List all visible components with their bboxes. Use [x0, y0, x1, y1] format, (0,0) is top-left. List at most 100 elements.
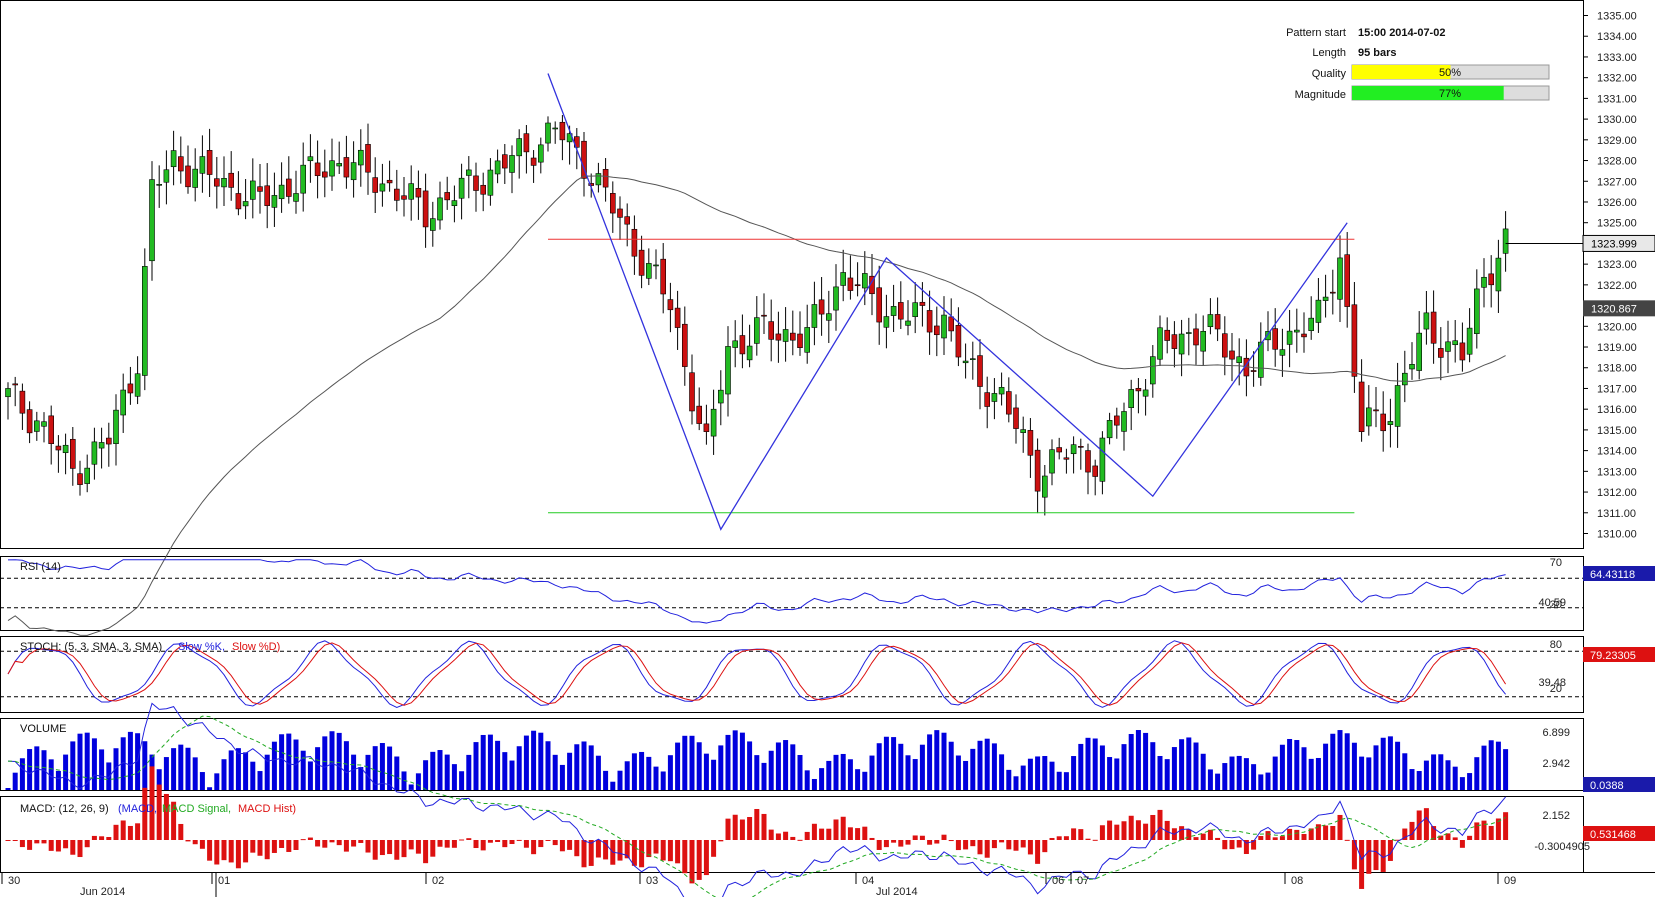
volume-bar: [826, 760, 832, 790]
volume-bar: [1330, 733, 1336, 790]
volume-bar: [99, 749, 105, 790]
volume-bar: [883, 736, 889, 790]
volume-bar: [5, 788, 11, 790]
macd-hist-bar: [667, 840, 673, 862]
volume-bar: [423, 760, 429, 790]
macd-hist-bar: [502, 840, 508, 848]
bull-candle: [645, 263, 652, 279]
volume-bar: [761, 762, 767, 790]
macd-hist-bar: [178, 823, 184, 840]
current-price-tag: 1323.999: [1591, 238, 1637, 250]
bear-candle: [1063, 457, 1070, 460]
volume-pane[interactable]: [5, 730, 1509, 790]
macd-tick-2: -0.3004905: [1534, 841, 1590, 853]
bull-candle: [242, 201, 249, 207]
bear-candle: [257, 186, 263, 192]
macd-hist-bar: [127, 825, 133, 840]
macd-hist-bar: [1330, 826, 1336, 840]
macd-hist-bar: [487, 840, 493, 843]
pattern-zigzag: [547, 73, 1348, 531]
volume-bar: [156, 769, 162, 790]
bear-candle: [1085, 450, 1091, 473]
macd-hist-bar: [459, 839, 465, 841]
stoch-label: STOCH: (5, 3, SMA, 3, SMA): [20, 641, 162, 653]
macd-hist-bar: [1251, 840, 1257, 850]
volume-bar: [1135, 730, 1141, 790]
rsi-pane[interactable]: [0, 559, 1583, 624]
volume-bar: [329, 731, 335, 790]
volume-bar: [257, 771, 263, 790]
macd-hist-bar: [624, 840, 630, 859]
macd-hist-bar: [1071, 828, 1077, 840]
macd-hist-bar: [559, 840, 565, 852]
macd-hist-bar: [595, 840, 601, 858]
macd-hist-bar: [1121, 821, 1127, 840]
volume-bar: [1157, 756, 1163, 790]
macd-hist-bar: [984, 840, 990, 858]
volume-bar: [1042, 756, 1048, 790]
macd-hist-bar: [379, 840, 385, 856]
bull-candle: [1308, 317, 1314, 331]
bull-candle: [5, 388, 11, 398]
bear-candle: [444, 192, 451, 201]
volume-bar: [365, 754, 371, 790]
macd-hist-bar: [480, 840, 486, 851]
volume-bar: [610, 781, 616, 790]
bear-candle: [926, 310, 933, 333]
bull-candle: [357, 149, 364, 166]
bull-candle: [1265, 331, 1271, 341]
bull-candle: [905, 320, 911, 326]
macd-hist-bar: [185, 840, 191, 842]
macd-pane[interactable]: [5, 702, 1509, 897]
macd-hist-bar: [1359, 840, 1365, 889]
bull-candle: [753, 317, 760, 344]
volume-bar: [538, 732, 544, 790]
volume-bar: [689, 735, 695, 790]
price-tick-label: 1313.00: [1597, 466, 1637, 478]
volume-bar: [833, 754, 839, 790]
bull-candle: [113, 409, 119, 444]
pattern-length-value: 95 bars: [1358, 47, 1397, 59]
macd-signal-line: [7, 715, 1506, 897]
price-pane[interactable]: 1335.00 1334.00 1333.00 1332.00 1331.00 1330.…: [5, 11, 1655, 636]
bull-candle: [293, 193, 299, 202]
month-label: Jun 2014: [80, 886, 125, 897]
macd-hist-bar: [142, 787, 148, 840]
macd-hist-bar: [1207, 829, 1213, 840]
bear-candle: [235, 193, 242, 210]
macd-hist-bar: [927, 840, 933, 845]
bear-candle: [1301, 333, 1307, 338]
bull-candle: [221, 178, 227, 188]
price-tick-label: 1328.00: [1597, 156, 1637, 168]
price-tick-label: 1326.00: [1597, 197, 1637, 209]
macd-hist-bar: [1294, 829, 1300, 840]
macd-hist-bar: [747, 816, 753, 840]
volume-bar: [1308, 758, 1314, 790]
bull-candle: [991, 393, 998, 402]
stoch-pane[interactable]: [0, 640, 1583, 708]
volume-bar: [394, 756, 400, 790]
volume-bar: [286, 733, 292, 790]
volume-label: VOLUME: [20, 723, 66, 735]
volume-bar: [775, 742, 781, 790]
macd-hist-bar: [495, 840, 501, 842]
volume-bar: [509, 760, 515, 790]
volume-bar: [523, 735, 529, 790]
bull-candle: [1452, 340, 1458, 346]
bull-candle: [1178, 333, 1185, 355]
volume-bar: [379, 743, 385, 790]
bull-candle: [804, 327, 811, 353]
bull-candle: [487, 169, 494, 196]
bear-candle: [667, 299, 674, 311]
macd-hist-bar: [567, 840, 573, 850]
macd-hist-bar: [1063, 836, 1069, 840]
volume-bar: [934, 730, 940, 790]
bull-candle: [465, 169, 472, 176]
volume-bar: [1315, 757, 1321, 790]
macd-hist-bar: [221, 840, 227, 861]
volume-bar: [466, 754, 472, 790]
volume-bar: [1359, 756, 1365, 790]
bear-candle: [415, 187, 422, 198]
macd-hist-bar: [912, 835, 918, 840]
macd-hist-bar: [171, 801, 177, 840]
